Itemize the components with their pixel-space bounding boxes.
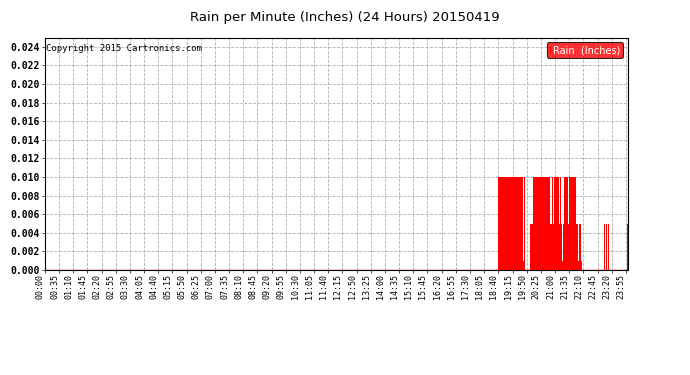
Legend: Rain  (Inches): Rain (Inches) <box>547 42 623 58</box>
Text: Rain per Minute (Inches) (24 Hours) 20150419: Rain per Minute (Inches) (24 Hours) 2015… <box>190 11 500 24</box>
Text: Copyright 2015 Cartronics.com: Copyright 2015 Cartronics.com <box>46 45 202 54</box>
